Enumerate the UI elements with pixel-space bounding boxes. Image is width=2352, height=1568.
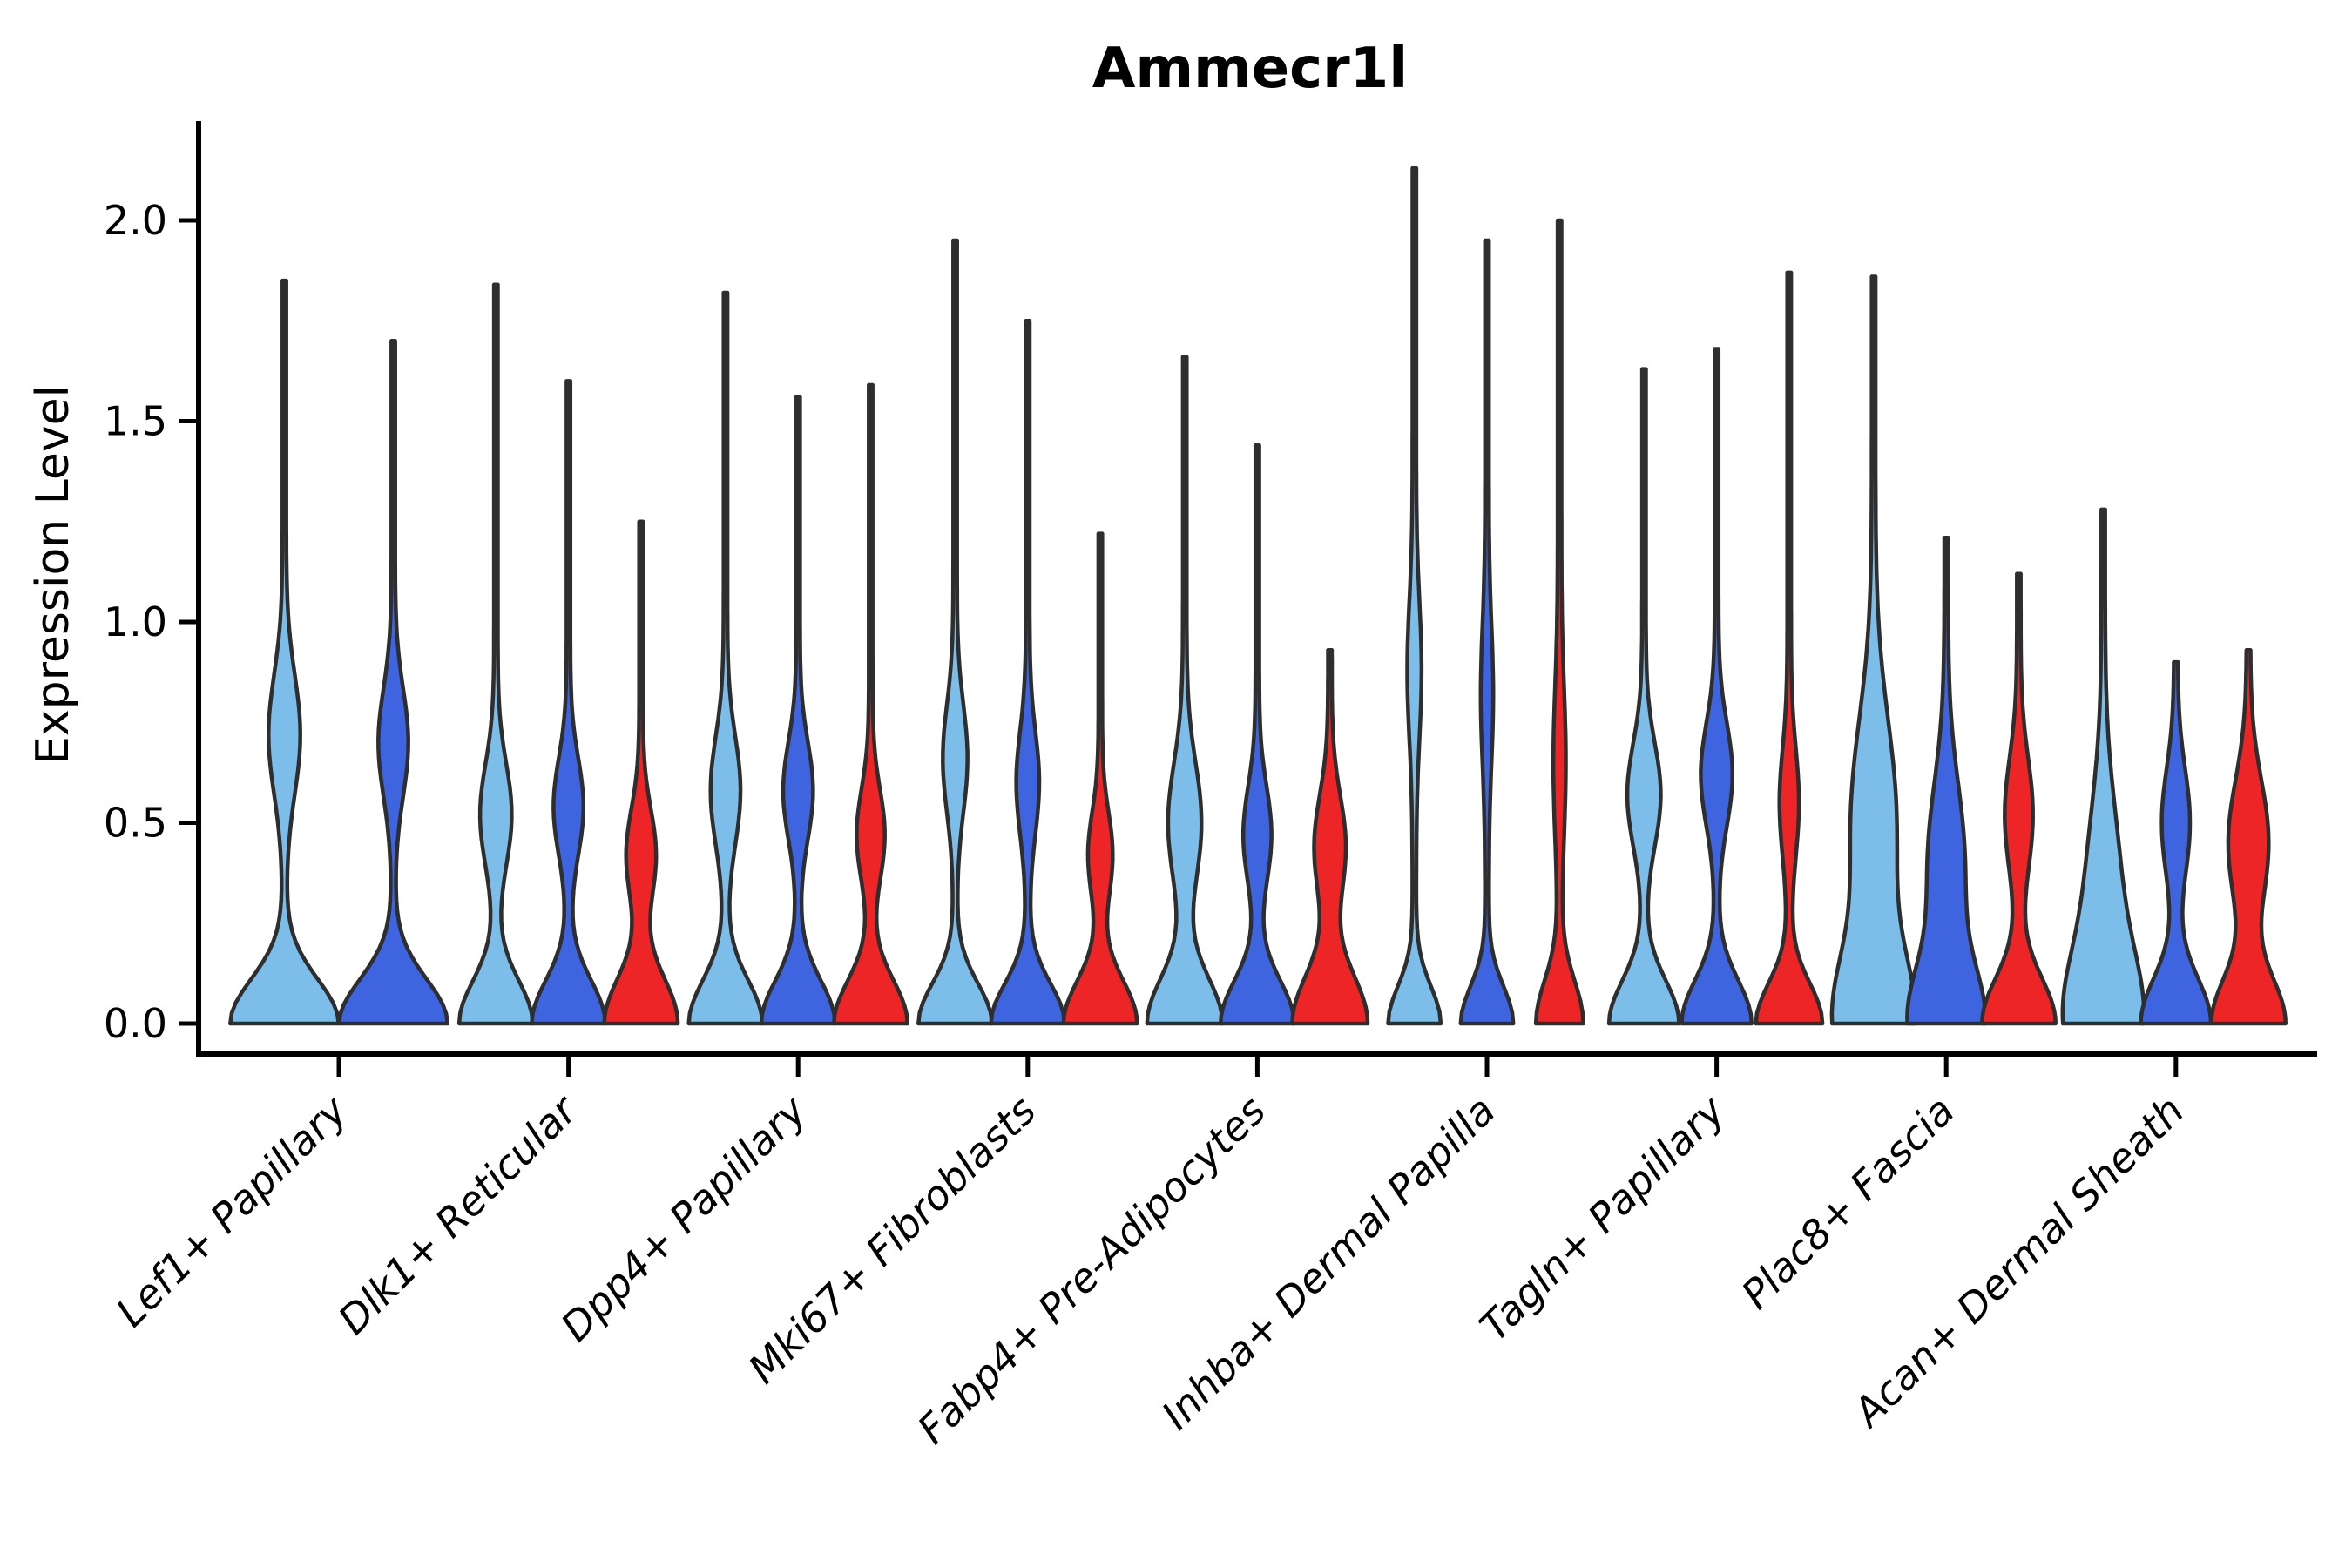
- x-tick-label-tagln-papillary: Tagln+ Papillary: [1470, 1086, 1734, 1350]
- violin-fabp4-pre-adipocytes-dark_blue: [1218, 443, 1296, 1026]
- x-tick-label-plac8-fascia: Plac8+ Fascia: [1733, 1087, 1963, 1318]
- violin-mki67-fibroblasts-red: [1061, 531, 1139, 1026]
- violin-inhba-dermal-papilla-dark_blue: [1458, 238, 1516, 1026]
- violin-tagln-papillary-light_blue: [1606, 367, 1681, 1026]
- x-tick-label-dlk1-reticular: Dlk1+ Reticular: [329, 1085, 588, 1343]
- violin-plac8-fascia-light_blue: [1829, 274, 1918, 1026]
- violin-acan-dermal-sheath-light_blue: [2060, 507, 2146, 1026]
- y-tick-label: 0.0: [104, 1000, 167, 1047]
- violin-tagln-papillary-dark_blue: [1680, 347, 1754, 1026]
- violin-lef1-papillary-dark_blue: [337, 339, 449, 1026]
- chart-title: Ammecr1l: [1092, 37, 1408, 101]
- violins-layer: [228, 166, 2288, 1026]
- violin-dlk1-reticular-dark_blue: [530, 379, 608, 1026]
- violin-dpp4-papillary-red: [832, 382, 909, 1026]
- violin-plac8-fascia-dark_blue: [1905, 535, 1988, 1026]
- violin-plac8-fascia-red: [1980, 571, 2058, 1026]
- y-tick-label: 2.0: [104, 197, 167, 244]
- violin-mki67-fibroblasts-light_blue: [916, 238, 994, 1026]
- violin-mki67-fibroblasts-dark_blue: [989, 319, 1067, 1026]
- violin-dlk1-reticular-red: [602, 519, 680, 1026]
- violin-tagln-papillary-red: [1754, 270, 1825, 1026]
- violin-inhba-dermal-papilla-light_blue: [1386, 166, 1443, 1026]
- violin-dpp4-papillary-light_blue: [686, 290, 765, 1026]
- y-tick-label: 1.5: [104, 398, 167, 445]
- violin-lef1-papillary-light_blue: [228, 278, 341, 1026]
- violin-dpp4-papillary-dark_blue: [759, 395, 837, 1026]
- y-axis-label: Expression Level: [27, 385, 79, 765]
- violin-dlk1-reticular-light_blue: [456, 282, 535, 1026]
- violin-fabp4-pre-adipocytes-light_blue: [1145, 355, 1225, 1026]
- x-tick-label-lef1-papillary: Lef1+ Papillary: [107, 1086, 356, 1335]
- violin-inhba-dermal-papilla-red: [1533, 218, 1585, 1026]
- y-tick-label: 1.0: [104, 598, 167, 645]
- violin-acan-dermal-sheath-red: [2209, 648, 2288, 1026]
- y-axis-ticks: 0.0 0.5 1.0 1.5 2.0: [104, 197, 199, 1047]
- x-tick-label-dpp4-papillary: Dpp4+ Papillary: [551, 1086, 815, 1350]
- violin-acan-dermal-sheath-dark_blue: [2139, 659, 2213, 1026]
- violin-fabp4-pre-adipocytes-red: [1290, 648, 1370, 1026]
- y-tick-label: 0.5: [104, 800, 167, 847]
